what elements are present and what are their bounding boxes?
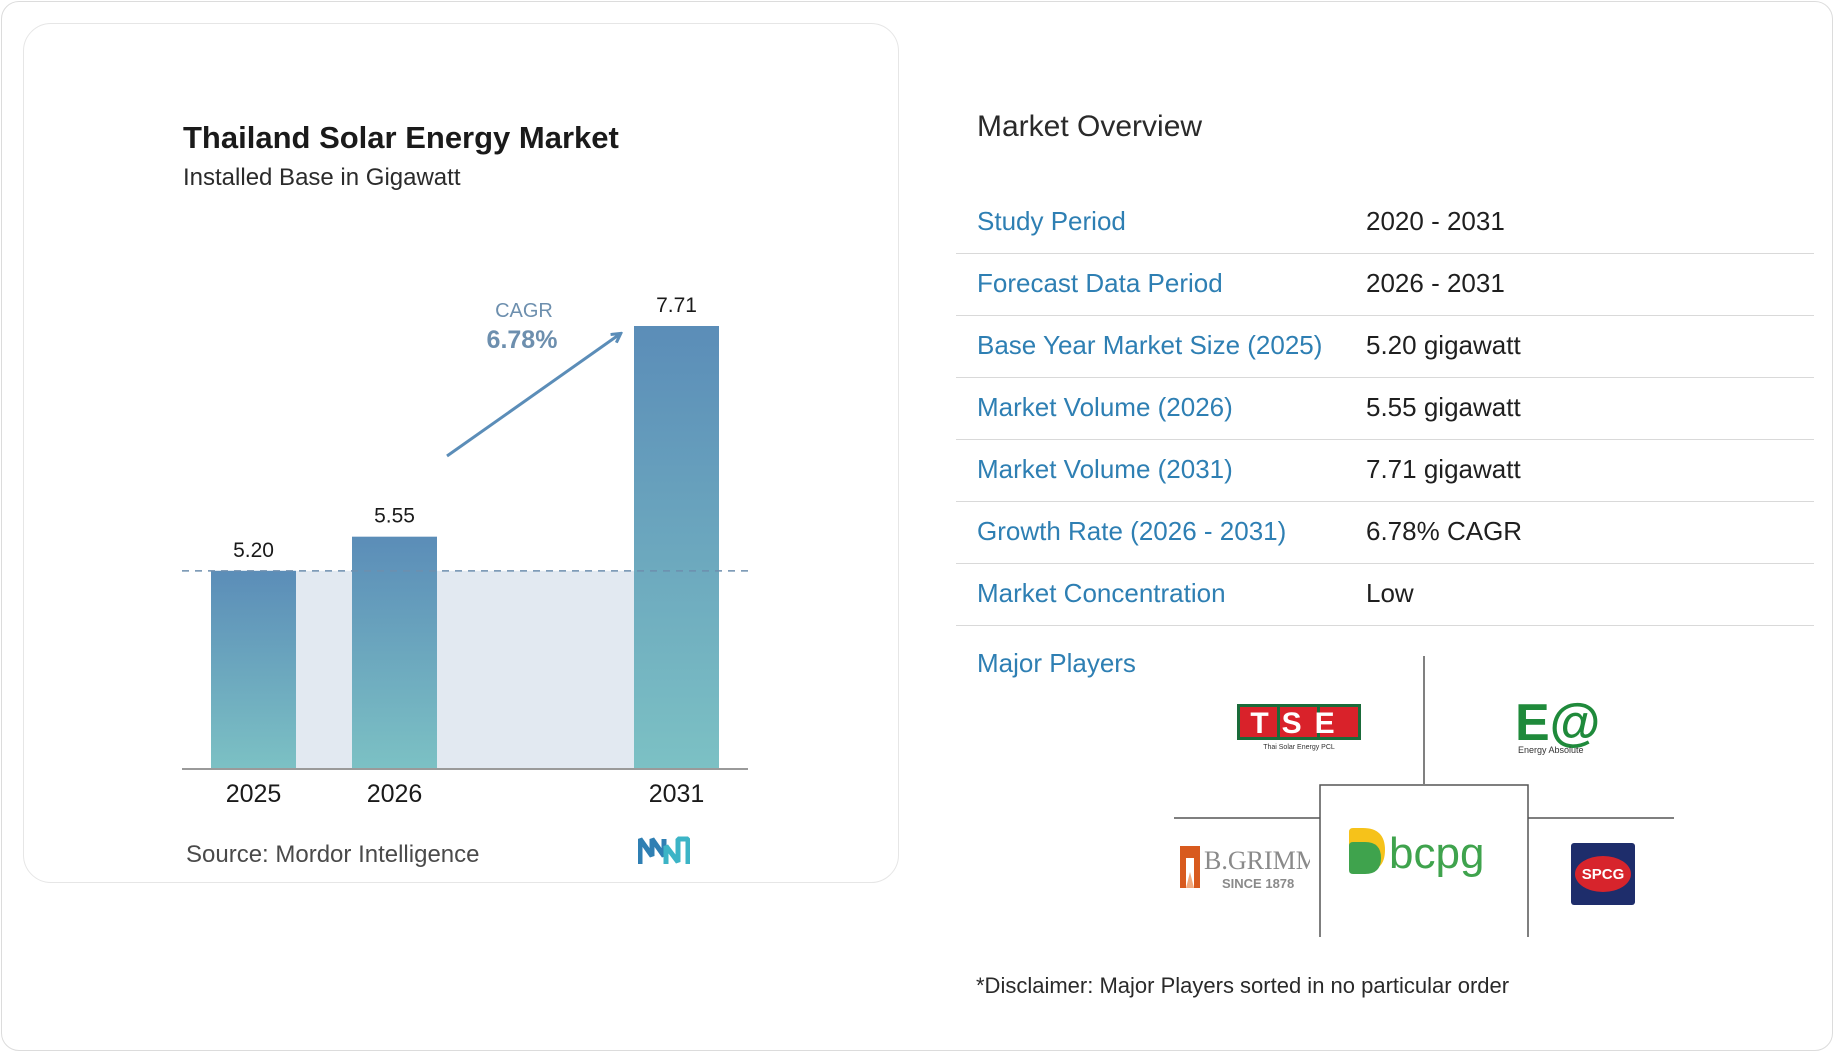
overview-row-volume-2031: Market Volume (2031) 7.71 gigawatt bbox=[956, 440, 1814, 502]
bar-2025 bbox=[211, 570, 296, 769]
overview-row-forecast-period: Forecast Data Period 2026 - 2031 bbox=[956, 254, 1814, 316]
spcg-logo-icon: SPCG bbox=[1571, 843, 1635, 905]
x-tick-label-2031: 2031 bbox=[649, 780, 705, 808]
chart-title: Thailand Solar Energy Market bbox=[183, 120, 619, 155]
overview-title: Market Overview bbox=[977, 110, 1203, 143]
tse-logo-icon: TSE Thai Solar Energy PCL bbox=[1237, 704, 1361, 751]
spcg-logo-text: SPCG bbox=[1582, 866, 1625, 883]
overview-label: Forecast Data Period bbox=[977, 268, 1223, 298]
cagr-label: CAGR bbox=[495, 300, 553, 322]
ea-logo-subtext: Energy Absolute bbox=[1518, 745, 1584, 755]
chart-source: Source: Mordor Intelligence bbox=[186, 841, 480, 868]
bcpg-logo-text: bcpg bbox=[1389, 829, 1484, 878]
major-players-label: Major Players bbox=[977, 648, 1136, 678]
energy-absolute-logo-icon: E@ Energy Absolute bbox=[1515, 694, 1600, 755]
bgrimm-logo: B.GRIMM SINCE 1878 bbox=[1178, 842, 1319, 892]
overview-value: 6.78% CAGR bbox=[1366, 516, 1523, 546]
overview-value: Low bbox=[1366, 578, 1414, 608]
overview-label: Market Volume (2031) bbox=[977, 454, 1233, 484]
overview-row-growth-rate: Growth Rate (2026 - 2031) 6.78% CAGR bbox=[956, 502, 1814, 564]
tse-logo: TSE Thai Solar Energy PCL bbox=[1237, 702, 1361, 752]
overview-row-study-period: Study Period 2020 - 2031 bbox=[956, 192, 1814, 254]
bgrimm-logo-icon: B.GRIMM SINCE 1878 bbox=[1180, 846, 1319, 891]
overview-label: Base Year Market Size (2025) bbox=[977, 330, 1323, 360]
bar-2031 bbox=[634, 326, 719, 769]
tse-logo-text: TSE bbox=[1250, 707, 1347, 740]
spcg-logo: SPCG bbox=[1571, 843, 1635, 905]
overview-value: 2020 - 2031 bbox=[1366, 206, 1505, 236]
bcpg-logo: bcpg bbox=[1345, 826, 1495, 882]
overview-value: 7.71 gigawatt bbox=[1366, 454, 1521, 484]
cagr-arrow bbox=[446, 334, 620, 458]
bgrimm-logo-text: B.GRIMM bbox=[1204, 846, 1310, 875]
overview-value: 2026 - 2031 bbox=[1366, 268, 1505, 298]
overview-label: Market Volume (2026) bbox=[977, 392, 1233, 422]
overview-row-volume-2026: Market Volume (2026) 5.55 gigawatt bbox=[956, 378, 1814, 440]
bcpg-logo-icon: bcpg bbox=[1349, 828, 1484, 878]
bar-value-label-2025: 5.20 bbox=[233, 539, 274, 562]
overview-label: Market Concentration bbox=[977, 578, 1226, 608]
mordor-intelligence-logo-icon bbox=[638, 836, 690, 864]
overview-row-concentration: Market Concentration Low bbox=[956, 564, 1814, 626]
bar-value-label-2026: 5.55 bbox=[374, 505, 415, 528]
overview-row-base-year-size: Base Year Market Size (2025) 5.20 gigawa… bbox=[956, 316, 1814, 378]
tse-logo-subtext: Thai Solar Energy PCL bbox=[1263, 744, 1335, 751]
overview-value: 5.20 gigawatt bbox=[1366, 330, 1521, 360]
overview-label: Growth Rate (2026 - 2031) bbox=[977, 516, 1287, 546]
ea-logo-text: E@ bbox=[1515, 694, 1600, 752]
x-tick-label-2025: 2025 bbox=[226, 780, 282, 808]
overview-label: Study Period bbox=[977, 206, 1126, 236]
chart-subtitle: Installed Base in Gigawatt bbox=[183, 164, 461, 191]
overview-table: Study Period 2020 - 2031 Forecast Data P… bbox=[956, 192, 1814, 626]
x-tick-label-2026: 2026 bbox=[367, 780, 423, 808]
disclaimer: *Disclaimer: Major Players sorted in no … bbox=[976, 973, 1510, 998]
overview-value: 5.55 gigawatt bbox=[1366, 392, 1521, 422]
bar-chart: 5.20 2025 5.55 2026 7.71 2031 CAGR 6.78% bbox=[182, 294, 748, 808]
cagr-value: 6.78% bbox=[487, 326, 558, 354]
energy-absolute-logo: E@ Energy Absolute bbox=[1515, 692, 1601, 756]
bgrimm-logo-subtext: SINCE 1878 bbox=[1222, 876, 1294, 891]
bar-value-label-2031: 7.71 bbox=[656, 294, 697, 317]
bar-2026 bbox=[352, 536, 437, 769]
